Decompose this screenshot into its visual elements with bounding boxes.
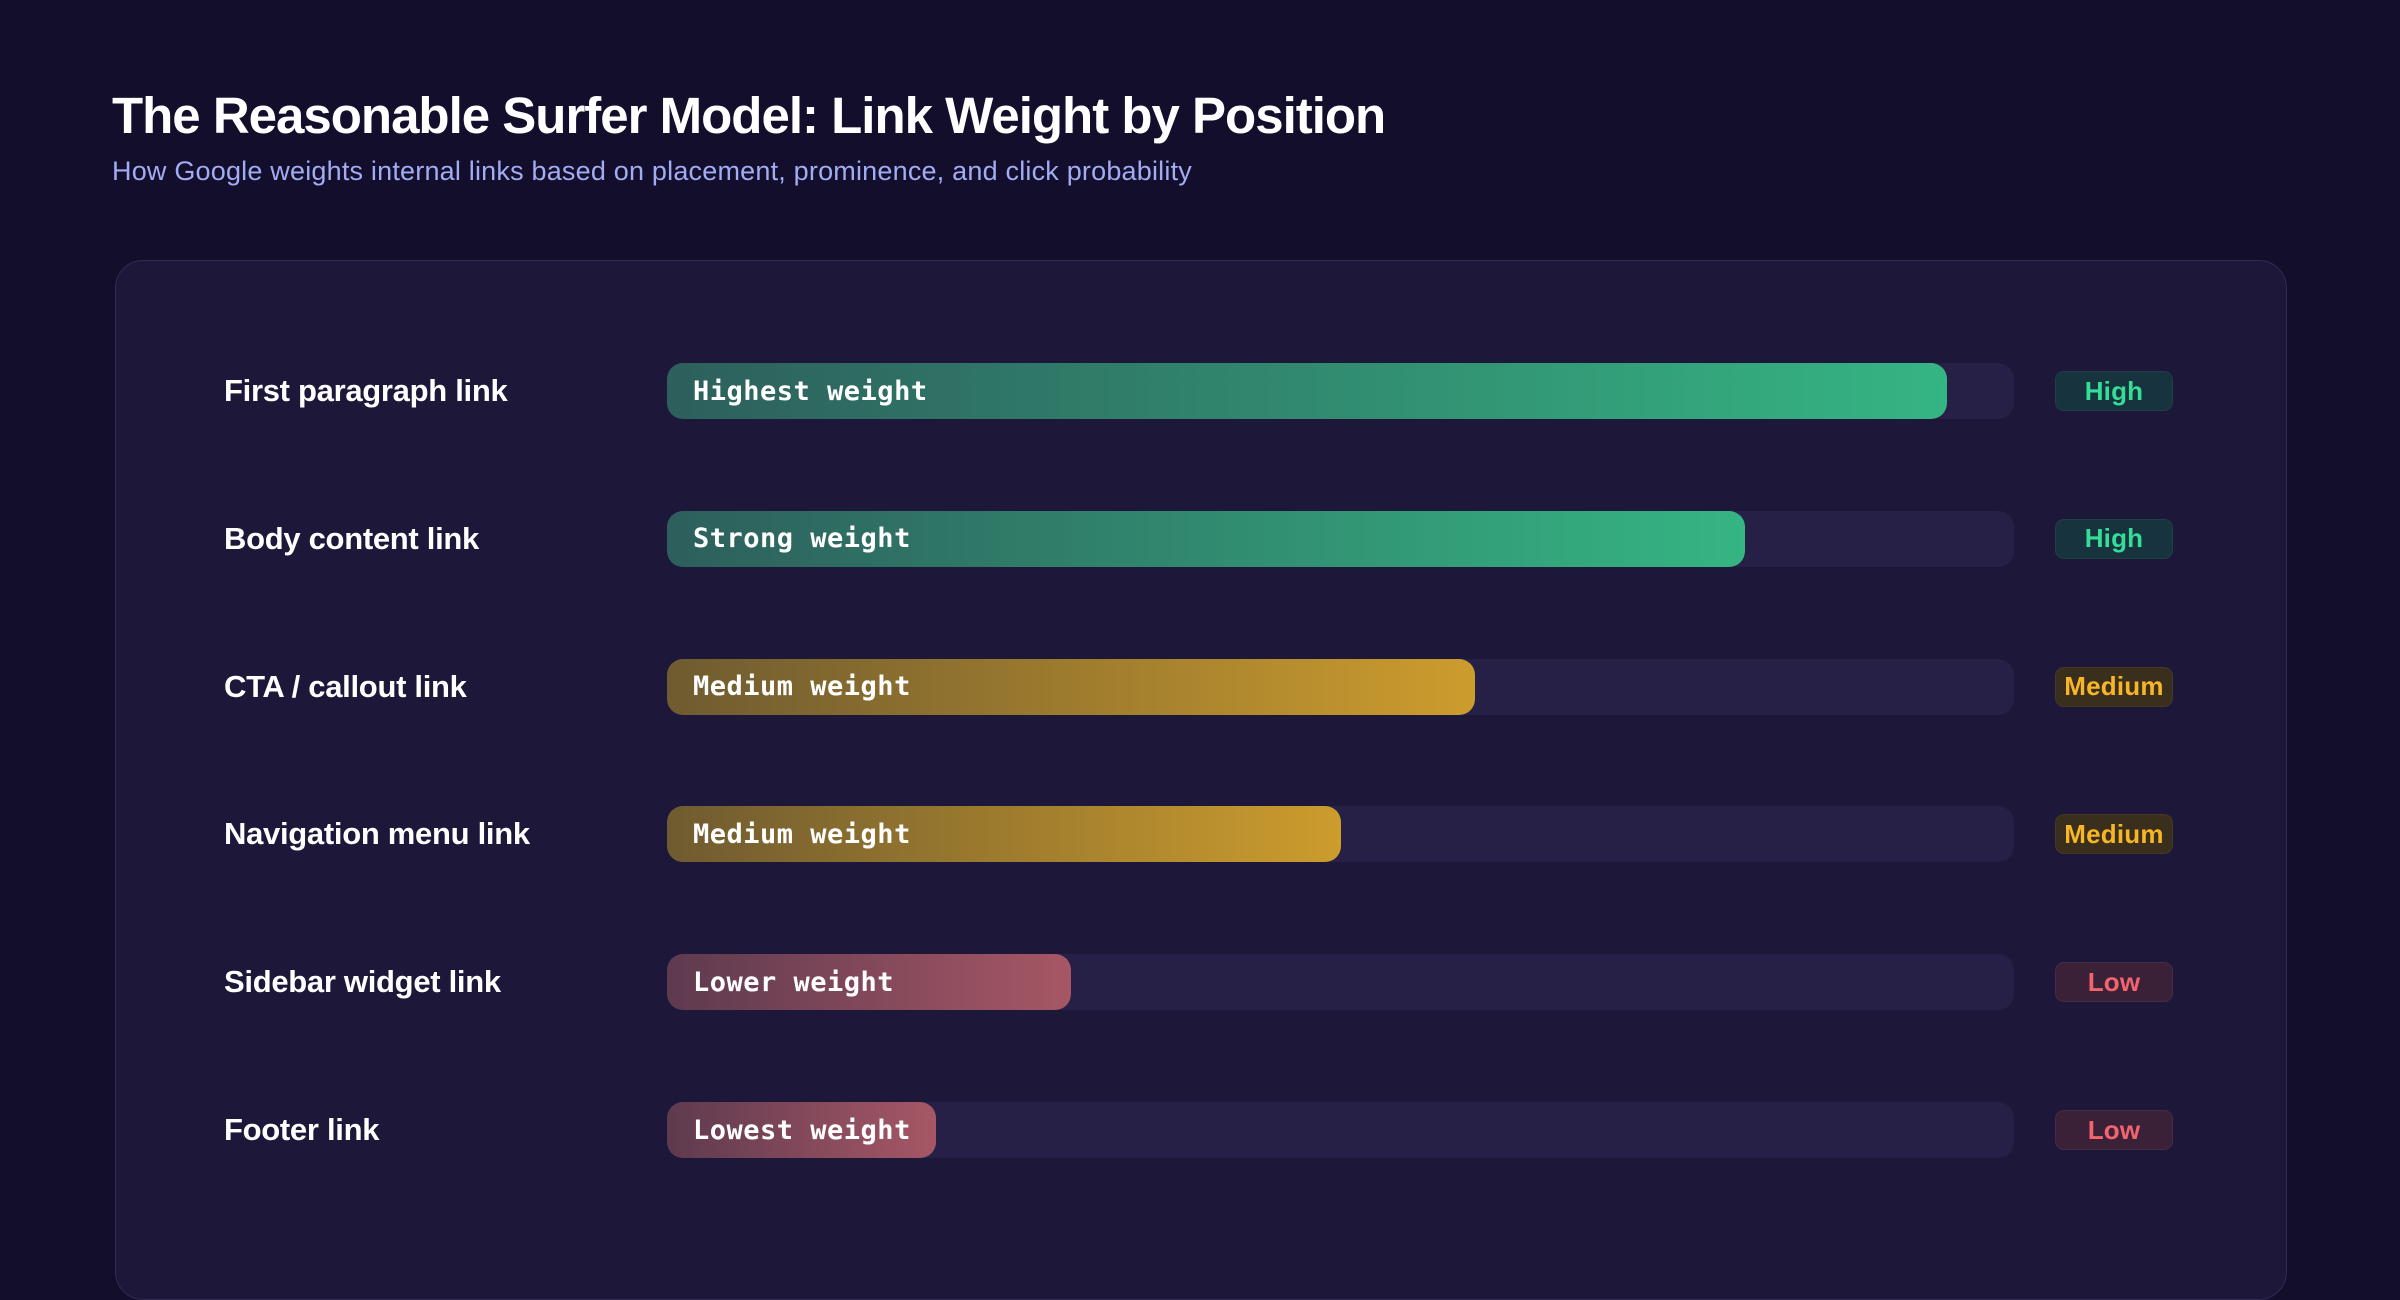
bar-track: Highest weight (667, 363, 2014, 419)
chart-row: CTA / callout link Medium weight Medium (116, 658, 2286, 715)
chart-row: Footer link Lowest weight Low (116, 1102, 2286, 1158)
chart-row: Body content link Strong weight High (116, 510, 2286, 567)
bar-value-label: Medium weight (693, 818, 911, 850)
chart-row: Sidebar widget link Lower weight Low (116, 954, 2286, 1011)
bar-value-label: Lowest weight (693, 1114, 911, 1146)
tier-badge: Low (2055, 962, 2173, 1003)
bar-fill: Medium weight (667, 806, 1341, 863)
row-label: Footer link (224, 1112, 380, 1147)
page-title: The Reasonable Surfer Model: Link Weight… (112, 87, 1386, 144)
tier-badge: High (2055, 371, 2173, 411)
tier-badge: Low (2055, 1110, 2173, 1150)
bar-fill: Strong weight (667, 510, 1745, 567)
chart-row: Navigation menu link Medium weight Medium (116, 806, 2286, 863)
bar-value-label: Highest weight (693, 375, 928, 407)
tier-badge: Medium (2055, 814, 2173, 855)
bar-value-label: Lower weight (693, 966, 895, 998)
bar-track: Strong weight (667, 510, 2014, 567)
row-label: Navigation menu link (224, 816, 530, 852)
bar-fill: Highest weight (667, 363, 1947, 419)
bar-track: Lowest weight (667, 1102, 2014, 1158)
row-label: Sidebar widget link (224, 964, 501, 1000)
bar-fill: Lower weight (667, 954, 1072, 1011)
bar-value-label: Strong weight (693, 523, 911, 555)
bar-value-label: Medium weight (693, 671, 911, 703)
row-label: First paragraph link (224, 373, 508, 408)
tier-badge: High (2055, 518, 2173, 559)
bar-track: Medium weight (667, 806, 2014, 863)
bar-track: Medium weight (667, 658, 2014, 715)
page-header: The Reasonable Surfer Model: Link Weight… (112, 87, 1386, 187)
bar-fill: Lowest weight (667, 1102, 937, 1158)
row-label: Body content link (224, 520, 479, 556)
chart-card: First paragraph link Highest weight High Bo… (115, 260, 2287, 1300)
page-subtitle: How Google weights internal links based … (112, 156, 1192, 187)
row-label: CTA / callout link (224, 668, 467, 704)
bar-fill: Medium weight (667, 658, 1476, 715)
bar-track: Lower weight (667, 954, 2014, 1011)
tier-badge: Medium (2055, 666, 2173, 707)
chart-row: First paragraph link Highest weight High (116, 363, 2286, 419)
